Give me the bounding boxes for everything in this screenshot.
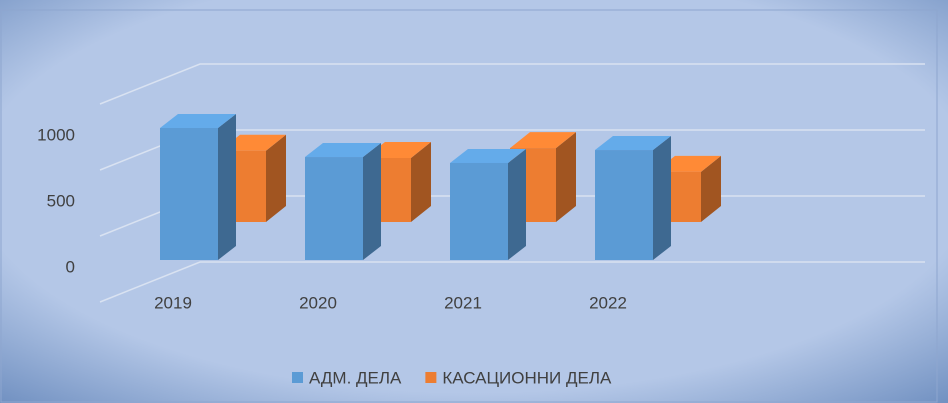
bar-side bbox=[556, 132, 576, 222]
bar-side bbox=[701, 155, 721, 222]
bar-side bbox=[411, 141, 431, 222]
y-tick-label: 500 bbox=[47, 191, 75, 210]
x-tick-label: 2022 bbox=[589, 293, 627, 312]
legend-label: АДМ. ДЕЛА bbox=[309, 368, 402, 387]
legend-swatch bbox=[425, 372, 437, 383]
bar-side bbox=[218, 114, 236, 260]
bar-top bbox=[655, 155, 721, 172]
y-tick-label: 0 bbox=[66, 257, 75, 276]
bar-top bbox=[305, 143, 381, 158]
bar-side bbox=[363, 143, 381, 260]
bar-top bbox=[365, 141, 431, 158]
x-tick-label: 2021 bbox=[444, 293, 482, 312]
bar-side bbox=[508, 148, 526, 260]
bar-side bbox=[653, 136, 671, 260]
grid-line bbox=[99, 261, 925, 303]
bar-top bbox=[450, 148, 526, 163]
frame bbox=[0, 9, 938, 403]
bar-side bbox=[266, 134, 286, 222]
grid-line bbox=[99, 63, 925, 105]
bar bbox=[450, 162, 508, 260]
bar-top bbox=[160, 114, 236, 128]
bar-top bbox=[220, 134, 286, 151]
bar bbox=[595, 150, 653, 260]
bar-top bbox=[510, 132, 576, 149]
y-tick-label: 1000 bbox=[37, 125, 75, 144]
x-tick-label: 2019 bbox=[154, 293, 192, 312]
legend-swatch bbox=[292, 372, 303, 383]
bar bbox=[305, 157, 363, 260]
bar-top bbox=[595, 136, 671, 151]
legend-label: КАСАЦИОННИ ДЕЛА bbox=[442, 368, 612, 387]
x-tick-label: 2020 bbox=[299, 293, 337, 312]
bar bbox=[160, 128, 218, 260]
